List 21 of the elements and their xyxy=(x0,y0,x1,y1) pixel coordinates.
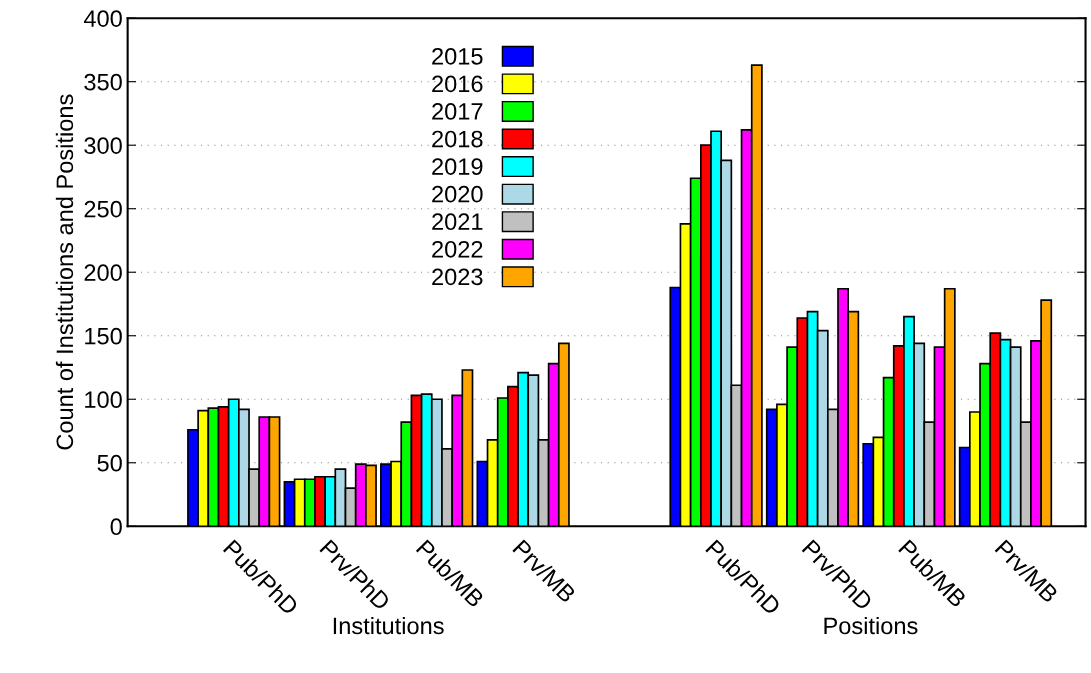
y-tick-label: 50 xyxy=(97,454,122,472)
legend-label: 2018 xyxy=(432,130,483,148)
y-tick-label: 300 xyxy=(84,137,122,154)
legend-label: 2023 xyxy=(432,268,483,286)
legend-label: 2019 xyxy=(432,158,483,175)
y-tick-label: 0 xyxy=(110,518,122,536)
legend-label: 2015 xyxy=(432,47,483,65)
legend-label: 2021 xyxy=(432,213,483,231)
text: Positions xyxy=(824,616,918,635)
legend-label: 2016 xyxy=(432,75,483,93)
y-tick-label: 150 xyxy=(85,327,122,345)
y-tick-label: 200 xyxy=(84,264,122,282)
legend-label: 2017 xyxy=(432,103,483,120)
y-tick-label: 400 xyxy=(83,10,122,27)
y-tick-label: 250 xyxy=(84,200,122,218)
y-tick-label: 100 xyxy=(85,391,122,409)
text: Institutions xyxy=(333,616,444,635)
legend-label: 2022 xyxy=(432,240,483,258)
y-axis-title: Count of Institutions and Positions xyxy=(55,94,74,450)
y-tick-label: 350 xyxy=(84,73,122,91)
legend-label: 2020 xyxy=(432,185,483,203)
